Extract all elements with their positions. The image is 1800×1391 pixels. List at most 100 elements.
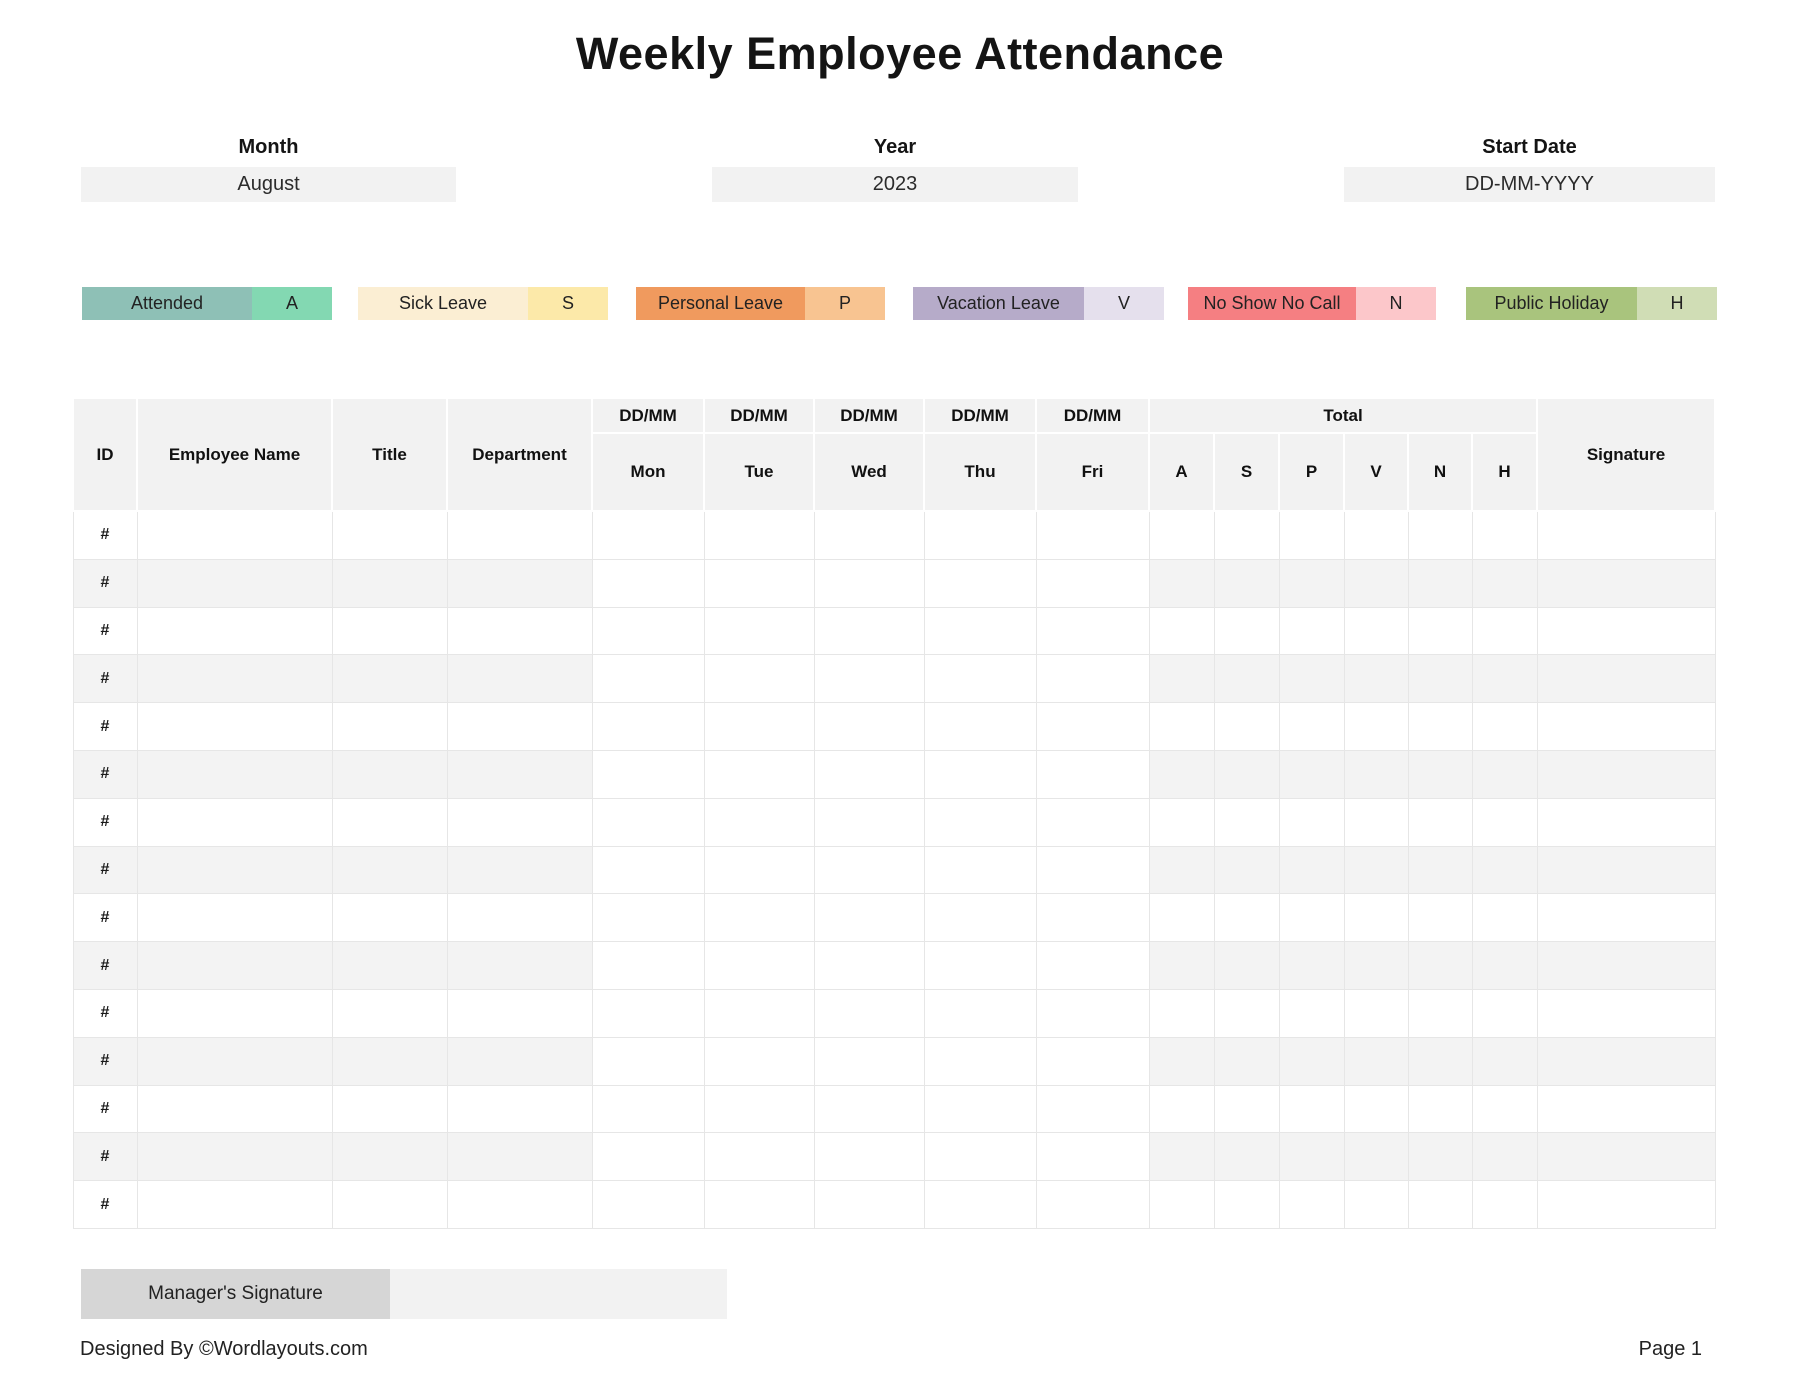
cell-p[interactable]	[1278, 893, 1345, 943]
cell-employee_name[interactable]	[136, 510, 333, 560]
cell-p[interactable]	[1278, 797, 1345, 847]
cell-signature[interactable]	[1536, 797, 1716, 847]
cell-wed[interactable]	[813, 702, 925, 751]
cell-a[interactable]	[1148, 797, 1215, 847]
cell-n[interactable]	[1407, 1084, 1473, 1134]
cell-title[interactable]	[331, 702, 448, 751]
cell-title[interactable]	[331, 797, 448, 847]
cell-n[interactable]	[1407, 893, 1473, 943]
cell-s[interactable]	[1213, 1084, 1280, 1134]
cell-s[interactable]	[1213, 702, 1280, 751]
cell-s[interactable]	[1213, 654, 1280, 704]
cell-p[interactable]	[1278, 510, 1345, 560]
cell-s[interactable]	[1213, 558, 1280, 608]
cell-tue[interactable]	[703, 1084, 815, 1134]
cell-h[interactable]	[1471, 510, 1538, 560]
cell-fri[interactable]	[1035, 510, 1150, 560]
cell-employee_name[interactable]	[136, 749, 333, 799]
start-date-value-box[interactable]: DD-MM-YYYY	[1344, 167, 1715, 202]
cell-wed[interactable]	[813, 845, 925, 895]
cell-wed[interactable]	[813, 1132, 925, 1182]
cell-mon[interactable]	[591, 797, 705, 847]
cell-h[interactable]	[1471, 988, 1538, 1038]
cell-employee_name[interactable]	[136, 558, 333, 608]
cell-mon[interactable]	[591, 1084, 705, 1134]
cell-h[interactable]	[1471, 702, 1538, 751]
cell-signature[interactable]	[1536, 988, 1716, 1038]
cell-signature[interactable]	[1536, 749, 1716, 799]
cell-s[interactable]	[1213, 845, 1280, 895]
cell-p[interactable]	[1278, 749, 1345, 799]
cell-employee_name[interactable]	[136, 1036, 333, 1086]
cell-department[interactable]	[446, 797, 593, 847]
cell-department[interactable]	[446, 1084, 593, 1134]
cell-department[interactable]	[446, 893, 593, 943]
cell-s[interactable]	[1213, 749, 1280, 799]
cell-title[interactable]	[331, 893, 448, 943]
cell-signature[interactable]	[1536, 1132, 1716, 1182]
cell-thu[interactable]	[923, 1180, 1037, 1229]
cell-signature[interactable]	[1536, 654, 1716, 704]
cell-wed[interactable]	[813, 606, 925, 656]
cell-thu[interactable]	[923, 893, 1037, 943]
cell-mon[interactable]	[591, 1132, 705, 1182]
cell-mon[interactable]	[591, 654, 705, 704]
cell-signature[interactable]	[1536, 845, 1716, 895]
cell-employee_name[interactable]	[136, 702, 333, 751]
cell-h[interactable]	[1471, 1036, 1538, 1086]
cell-employee_name[interactable]	[136, 845, 333, 895]
cell-fri[interactable]	[1035, 702, 1150, 751]
cell-n[interactable]	[1407, 797, 1473, 847]
cell-signature[interactable]	[1536, 702, 1716, 751]
cell-p[interactable]	[1278, 702, 1345, 751]
cell-employee_name[interactable]	[136, 1084, 333, 1134]
cell-wed[interactable]	[813, 893, 925, 943]
cell-tue[interactable]	[703, 654, 815, 704]
cell-s[interactable]	[1213, 606, 1280, 656]
cell-a[interactable]	[1148, 606, 1215, 656]
cell-mon[interactable]	[591, 1180, 705, 1229]
cell-v[interactable]	[1343, 702, 1409, 751]
cell-h[interactable]	[1471, 941, 1538, 990]
cell-n[interactable]	[1407, 1036, 1473, 1086]
cell-h[interactable]	[1471, 845, 1538, 895]
cell-fri[interactable]	[1035, 797, 1150, 847]
cell-department[interactable]	[446, 941, 593, 990]
cell-id[interactable]: #	[72, 797, 138, 847]
cell-n[interactable]	[1407, 654, 1473, 704]
cell-v[interactable]	[1343, 558, 1409, 608]
cell-department[interactable]	[446, 749, 593, 799]
cell-a[interactable]	[1148, 702, 1215, 751]
cell-employee_name[interactable]	[136, 1132, 333, 1182]
cell-title[interactable]	[331, 988, 448, 1038]
cell-id[interactable]: #	[72, 654, 138, 704]
cell-p[interactable]	[1278, 654, 1345, 704]
cell-department[interactable]	[446, 606, 593, 656]
cell-a[interactable]	[1148, 1036, 1215, 1086]
cell-v[interactable]	[1343, 749, 1409, 799]
cell-id[interactable]: #	[72, 558, 138, 608]
cell-mon[interactable]	[591, 558, 705, 608]
cell-thu[interactable]	[923, 941, 1037, 990]
cell-fri[interactable]	[1035, 893, 1150, 943]
cell-tue[interactable]	[703, 606, 815, 656]
month-value-box[interactable]: August	[81, 167, 456, 202]
cell-wed[interactable]	[813, 510, 925, 560]
cell-fri[interactable]	[1035, 988, 1150, 1038]
cell-n[interactable]	[1407, 941, 1473, 990]
cell-thu[interactable]	[923, 558, 1037, 608]
cell-a[interactable]	[1148, 749, 1215, 799]
cell-department[interactable]	[446, 702, 593, 751]
cell-department[interactable]	[446, 510, 593, 560]
cell-signature[interactable]	[1536, 510, 1716, 560]
cell-employee_name[interactable]	[136, 606, 333, 656]
cell-employee_name[interactable]	[136, 988, 333, 1038]
cell-tue[interactable]	[703, 558, 815, 608]
cell-tue[interactable]	[703, 988, 815, 1038]
cell-n[interactable]	[1407, 845, 1473, 895]
cell-s[interactable]	[1213, 988, 1280, 1038]
cell-thu[interactable]	[923, 1132, 1037, 1182]
cell-department[interactable]	[446, 1180, 593, 1229]
cell-mon[interactable]	[591, 606, 705, 656]
cell-h[interactable]	[1471, 797, 1538, 847]
